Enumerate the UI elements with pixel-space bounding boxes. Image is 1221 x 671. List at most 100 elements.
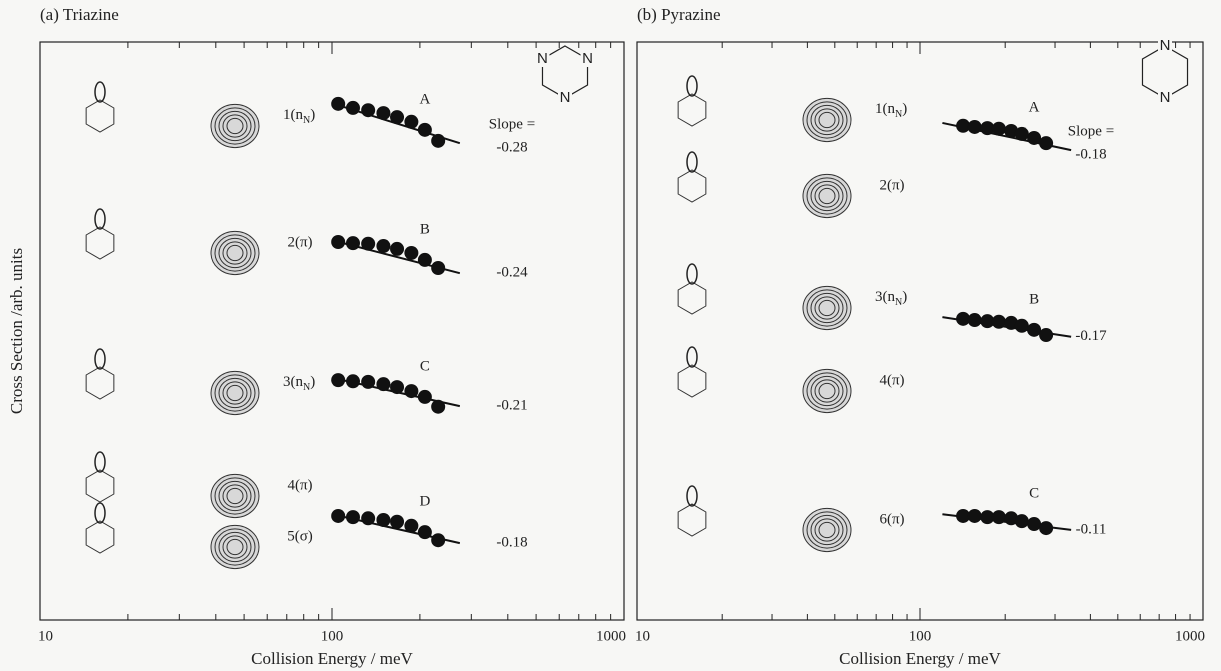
orbital-contour [803, 98, 851, 141]
data-point [431, 261, 445, 275]
data-point [968, 313, 982, 327]
data-point [431, 533, 445, 547]
orbital-contour [211, 371, 259, 414]
data-point [361, 237, 375, 251]
orbital-label: 4(π) [879, 372, 904, 388]
data-point [968, 509, 982, 523]
slope-value: -0.21 [496, 398, 527, 414]
series-label: A [419, 91, 430, 107]
slope-value: -0.24 [496, 265, 528, 281]
atom-label: N [1160, 37, 1171, 54]
data-point [404, 519, 418, 533]
orbital-label-end: ) [310, 374, 315, 390]
data-point [1027, 131, 1041, 145]
data-point [331, 509, 345, 523]
x-tick-label: 10 [38, 628, 53, 644]
atom-label: N [1160, 89, 1171, 106]
data-point [1015, 319, 1029, 333]
orbital-label-sub: N [895, 109, 902, 120]
orbital-label-end: ) [902, 101, 907, 117]
orbital-label-sub: N [895, 297, 902, 308]
data-point [992, 510, 1006, 524]
series-label: D [419, 494, 430, 510]
data-point [331, 373, 345, 387]
slope-title: Slope = [1068, 124, 1114, 140]
data-point [1015, 127, 1029, 141]
orbital-contour [803, 369, 851, 412]
data-point [431, 400, 445, 414]
x-tick-label: 1000 [1175, 628, 1205, 644]
orbital-contour [803, 286, 851, 329]
orbital-contour [211, 525, 259, 568]
orbital-label-main: 3(n [283, 374, 303, 390]
orbital-label-end: ) [310, 107, 315, 123]
data-point [992, 315, 1006, 329]
data-point [1027, 323, 1041, 337]
orbital-contour [803, 174, 851, 217]
orbital-label: 5(σ) [287, 528, 313, 544]
page: (a) Triazine Collision Energy / meV Cross … [0, 0, 1221, 671]
orbital-contour [211, 104, 259, 147]
figure: (a) Triazine Collision Energy / meV Cross … [0, 0, 1221, 671]
series-label: A [1029, 99, 1040, 115]
series-label: C [1029, 485, 1039, 501]
data-point [376, 106, 390, 120]
orbital-contour [803, 508, 851, 551]
x-axis-title: Collision Energy / meV [251, 649, 413, 668]
x-tick-label: 1000 [596, 628, 626, 644]
data-point [418, 390, 432, 404]
data-point [992, 122, 1006, 136]
orbital-label-end: ) [902, 289, 907, 305]
x-tick-label: 100 [909, 628, 932, 644]
data-point [404, 384, 418, 398]
data-point [418, 123, 432, 137]
data-point [361, 375, 375, 389]
data-point [346, 374, 360, 388]
data-point [1015, 514, 1029, 528]
data-point [1039, 521, 1053, 535]
data-point [361, 511, 375, 525]
data-point [390, 515, 404, 529]
series-label: B [1029, 291, 1039, 307]
data-point [418, 525, 432, 539]
data-point [431, 134, 445, 148]
x-tick-label: 10 [635, 628, 650, 644]
series-label: C [420, 358, 430, 374]
slope-value: -0.28 [496, 140, 527, 156]
data-point [331, 97, 345, 111]
x-tick-label: 100 [321, 628, 344, 644]
data-point [346, 236, 360, 250]
data-point [1039, 328, 1053, 342]
x-axis-title: Collision Energy / meV [839, 649, 1001, 668]
orbital-contour [211, 474, 259, 517]
atom-label: N [537, 50, 548, 67]
orbital-label-sub: N [303, 115, 310, 126]
data-point [968, 120, 982, 134]
panel-title: (b) Pyrazine [637, 5, 721, 24]
slope-title: Slope = [489, 117, 535, 133]
y-axis-title: Cross Section /arb. units [7, 248, 26, 414]
orbital-label-main: 3(n [875, 289, 895, 305]
data-point [404, 246, 418, 260]
orbital-label: 6(π) [879, 511, 904, 527]
data-point [376, 513, 390, 527]
data-point [1027, 517, 1041, 531]
data-point [361, 103, 375, 117]
data-point [376, 239, 390, 253]
atom-label: N [560, 89, 571, 106]
data-point [390, 380, 404, 394]
slope-value: -0.11 [1076, 521, 1107, 537]
panel-title: (a) Triazine [40, 5, 119, 24]
slope-value: -0.18 [1075, 147, 1106, 163]
orbital-label-main: 1(n [283, 107, 303, 123]
orbital-label-main: 1(n [875, 101, 895, 117]
data-point [404, 115, 418, 129]
orbital-label: 2(π) [287, 234, 312, 250]
orbital-label: 2(π) [879, 177, 904, 193]
orbital-contour [211, 231, 259, 274]
data-point [331, 235, 345, 249]
data-point [376, 377, 390, 391]
slope-value: -0.17 [1075, 328, 1107, 344]
series-label: B [420, 221, 430, 237]
slope-value: -0.18 [496, 535, 527, 551]
